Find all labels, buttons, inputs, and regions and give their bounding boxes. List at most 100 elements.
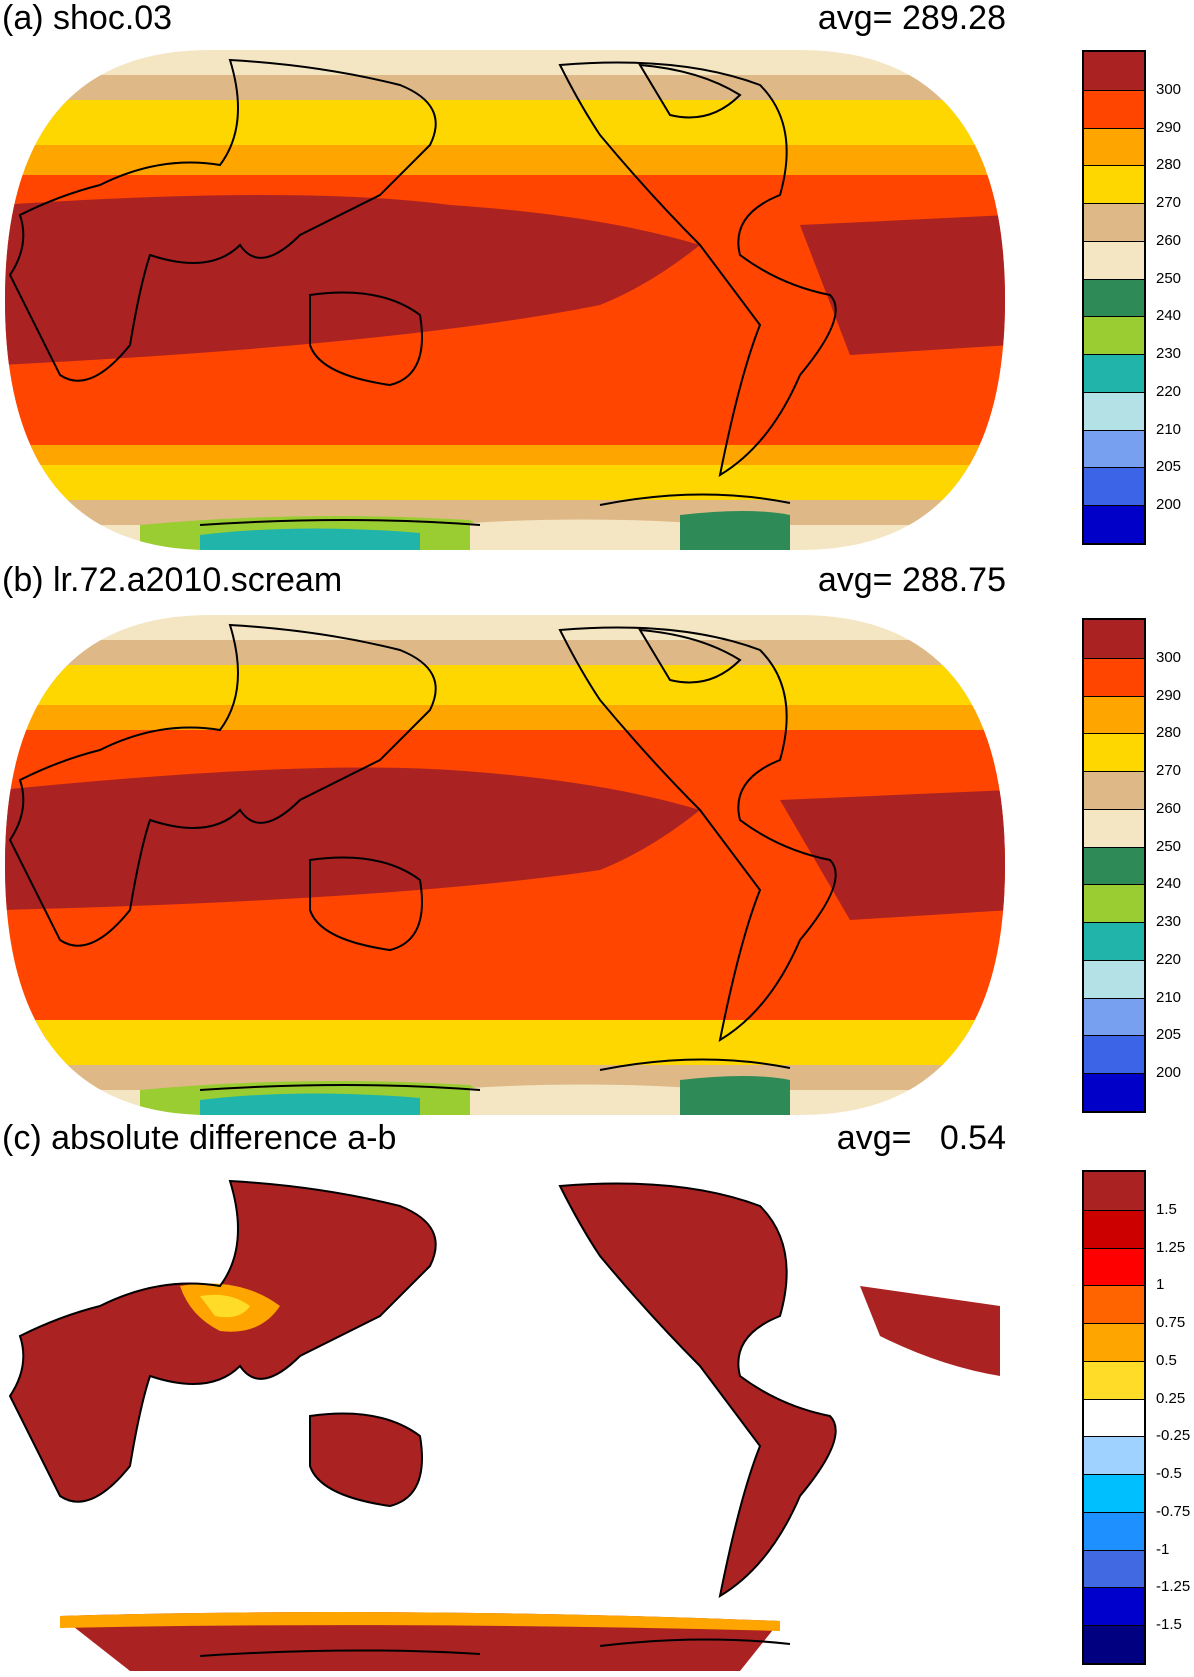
colorbar-segment	[1084, 1323, 1144, 1361]
colorbar-segment	[1084, 657, 1144, 696]
colorbar-tick-label: 240	[1156, 307, 1182, 325]
colorbar-segment	[1084, 278, 1144, 317]
panel-a-colorbar-box	[1082, 50, 1146, 545]
colorbar-tick-label: -0.5	[1156, 1465, 1182, 1483]
colorbar-tick-label: 270	[1156, 194, 1182, 212]
colorbar-segment	[1084, 1587, 1144, 1626]
panel-b-map	[5, 615, 1005, 1115]
colorbar-tick-label: 200	[1156, 1064, 1182, 1082]
colorbar-tick-label: 260	[1156, 799, 1182, 817]
panel-a-field	[5, 50, 1005, 550]
colorbar-segment	[1084, 505, 1144, 543]
colorbar-tick-label: 270	[1156, 762, 1182, 780]
colorbar-segment	[1084, 127, 1144, 166]
colorbar-segment	[1084, 391, 1144, 430]
panel-b-field	[5, 615, 1005, 1115]
colorbar-tick-label: 290	[1156, 118, 1182, 136]
colorbar-tick-label: 280	[1156, 724, 1182, 742]
colorbar-segment	[1084, 1511, 1144, 1550]
colorbar-segment	[1084, 1073, 1144, 1111]
colorbar-tick-label: 290	[1156, 686, 1182, 704]
colorbar-tick-label: 1.5	[1156, 1200, 1177, 1218]
colorbar-segment	[1084, 165, 1144, 204]
colorbar-segment	[1084, 354, 1144, 392]
panel-c-colorbar-box	[1082, 1170, 1146, 1665]
colorbar-tick-label: 230	[1156, 913, 1182, 931]
colorbar-tick-label: 205	[1156, 1026, 1182, 1044]
panel-c: (c) absolute difference a-b avg= 0.54 1.…	[0, 1118, 1194, 1677]
colorbar-segment	[1084, 922, 1144, 960]
colorbar-segment	[1084, 884, 1144, 923]
colorbar-segment	[1084, 1285, 1144, 1324]
colorbar-segment	[1084, 733, 1144, 772]
colorbar-segment	[1084, 429, 1144, 468]
panel-c-coastlines	[8, 1179, 837, 1657]
panel-a-map	[5, 50, 1005, 550]
colorbar-segment	[1084, 1209, 1144, 1248]
colorbar-segment	[1084, 1549, 1144, 1588]
colorbar-segment	[1084, 316, 1144, 355]
colorbar-segment	[1084, 959, 1144, 998]
colorbar-segment	[1084, 203, 1144, 241]
colorbar-tick-label: 300	[1156, 80, 1182, 98]
colorbar-segment	[1084, 1360, 1144, 1399]
panel-c-avg: avg= 0.54	[837, 1118, 1006, 1158]
panel-a-avg: avg= 289.28	[818, 0, 1006, 38]
panel-b-avg-value: 288.75	[902, 561, 1006, 599]
colorbar-segment	[1084, 620, 1144, 658]
colorbar-tick-label: -0.75	[1156, 1502, 1191, 1520]
colorbar-tick-label: 200	[1156, 496, 1182, 514]
panel-a-avg-label: avg=	[817, 0, 893, 37]
panel-b-avg-label: avg=	[817, 561, 893, 599]
panel-b-colorbar-box	[1082, 618, 1146, 1113]
colorbar-tick-label: 260	[1156, 231, 1182, 249]
panel-a-colorbar: 300 290 280 270 260 250 240 230 220 210 205 200	[1082, 50, 1192, 545]
colorbar-segment	[1084, 771, 1144, 809]
colorbar-segment	[1084, 1436, 1144, 1475]
colorbar-tick-label: -0.25	[1156, 1427, 1191, 1445]
colorbar-segment	[1084, 52, 1144, 90]
panel-c-avg-label: avg=	[836, 1119, 912, 1157]
colorbar-segment	[1084, 846, 1144, 885]
panel-b: (b) lr.72.a2010.scream avg= 288.75	[0, 560, 1194, 1115]
colorbar-segment	[1084, 997, 1144, 1036]
colorbar-tick-label: 0.25	[1156, 1389, 1186, 1407]
panel-b-coastlines	[8, 623, 837, 1091]
panel-b-title: (b) lr.72.a2010.scream	[2, 561, 343, 599]
colorbar-tick-label: 0.5	[1156, 1351, 1177, 1369]
colorbar-segment	[1084, 240, 1144, 279]
colorbar-tick-label: 220	[1156, 950, 1182, 968]
colorbar-segment	[1084, 1398, 1144, 1437]
colorbar-segment	[1084, 467, 1144, 506]
panel-c-title: (c) absolute difference a-b	[2, 1119, 397, 1157]
colorbar-tick-label: 230	[1156, 345, 1182, 363]
colorbar-tick-label: 210	[1156, 420, 1182, 438]
panel-a-coastlines	[8, 58, 837, 526]
colorbar-segment	[1084, 1474, 1144, 1512]
colorbar-tick-label: 205	[1156, 458, 1182, 476]
colorbar-tick-label: 240	[1156, 875, 1182, 893]
colorbar-tick-label: 0.75	[1156, 1314, 1186, 1332]
colorbar-segment	[1084, 1247, 1144, 1286]
panel-b-avg: avg= 288.75	[818, 560, 1006, 600]
panel-a-title: (a) shoc.03	[2, 0, 173, 37]
colorbar-tick-label: 300	[1156, 648, 1182, 666]
colorbar-segment	[1084, 808, 1144, 847]
panel-b-colorbar: 300 290 280 270 260 250 240 230 220 210 205 200	[1082, 618, 1192, 1113]
panel-c-avg-value: 0.54	[939, 1119, 1006, 1157]
panel-c-field	[10, 1181, 1000, 1671]
colorbar-tick-label: -1.25	[1156, 1578, 1191, 1596]
colorbar-tick-label: 210	[1156, 988, 1182, 1006]
colorbar-tick-label: -1	[1156, 1540, 1170, 1558]
panel-a: (a) shoc.03 avg= 289.28	[0, 0, 1194, 550]
colorbar-segment	[1084, 1035, 1144, 1074]
colorbar-segment	[1084, 89, 1144, 128]
colorbar-tick-label: 1	[1156, 1276, 1165, 1294]
colorbar-tick-label: 220	[1156, 382, 1182, 400]
panel-a-avg-value: 289.28	[902, 0, 1006, 37]
panel-c-map	[8, 1179, 1000, 1671]
colorbar-tick-label: 1.25	[1156, 1238, 1186, 1256]
colorbar-segment	[1084, 1625, 1144, 1663]
colorbar-tick-label: 250	[1156, 269, 1182, 287]
colorbar-segment	[1084, 1172, 1144, 1210]
